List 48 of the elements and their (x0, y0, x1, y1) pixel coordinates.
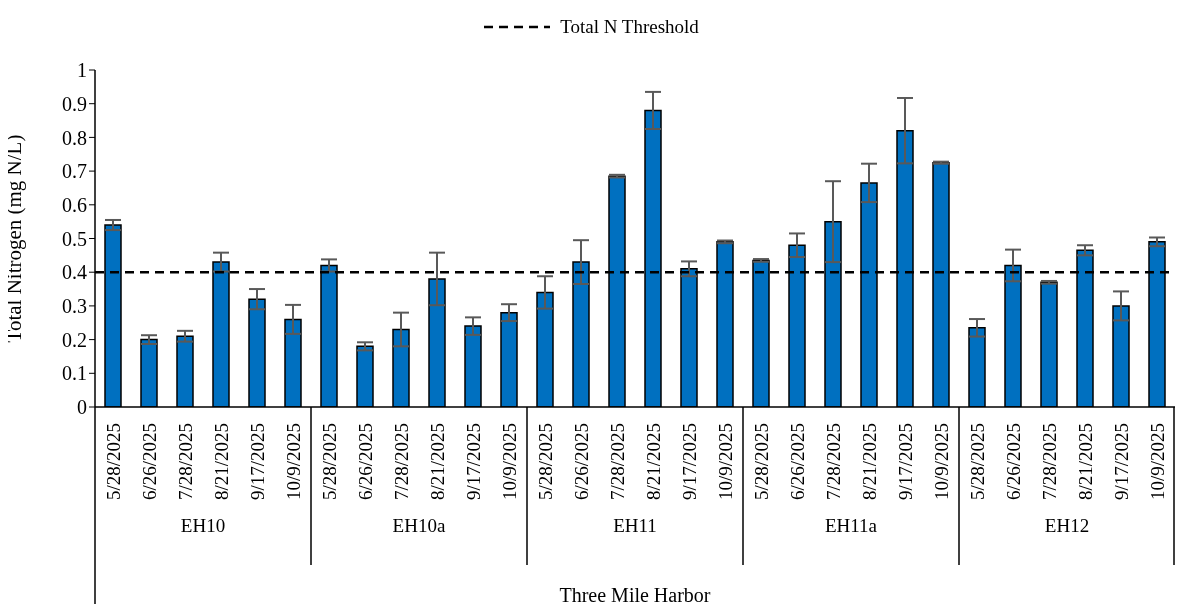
x-tick-label: 6/26/2025 (570, 423, 592, 501)
x-tick-label: 9/17/2025 (462, 423, 484, 501)
x-tick-label: 10/9/2025 (930, 423, 952, 501)
x-tick-label: 9/17/2025 (678, 423, 700, 501)
x-tick-label: 5/28/2025 (966, 423, 988, 501)
text: EH12 (1044, 515, 1090, 536)
x-tick-label: 8/21/2025 (1074, 423, 1096, 501)
x-tick-label: 6/26/2025 (138, 423, 160, 501)
x-tick-label: 5/28/2025 (102, 423, 124, 501)
x-tick-label: 6/26/2025 (1002, 423, 1024, 501)
y-tick-label: 0.1 (62, 362, 87, 385)
y-tick-label: 0 (77, 396, 87, 419)
x-tick-label: 8/21/2025 (210, 423, 232, 501)
x-tick-label: 7/28/2025 (606, 423, 628, 501)
x-tick-label: 6/26/2025 (786, 423, 808, 501)
x-tick-label: 8/21/2025 (426, 423, 448, 501)
x-tick-label: 9/17/2025 (1110, 423, 1132, 501)
legend-label: Total N Threshold (560, 16, 699, 38)
x-tick-label: 7/28/2025 (174, 423, 196, 501)
x-tick-label: 8/21/2025 (642, 423, 664, 501)
x-tick-label: 7/28/2025 (390, 423, 412, 501)
y-tick-label: 0.2 (62, 328, 87, 351)
y-tick-label: 1 (77, 59, 87, 82)
x-tick-label: 9/17/2025 (246, 423, 268, 501)
x-tick-label: 10/9/2025 (498, 423, 520, 501)
y-tick-label: 0.7 (62, 160, 87, 183)
y-tick-label: 0.3 (62, 295, 87, 317)
y-tick-label: 0.4 (62, 261, 87, 284)
x-tick-label: 10/9/2025 (1146, 423, 1168, 501)
y-tick-label: 0.8 (62, 126, 87, 149)
x-tick-label: 8/21/2025 (858, 423, 880, 501)
text: EH10a (392, 515, 446, 536)
x-tick-label: 10/9/2025 (282, 423, 304, 501)
x-tick-label: 5/28/2025 (534, 423, 556, 501)
text: EH11 (613, 515, 657, 536)
x-tick-label: 7/28/2025 (1038, 423, 1060, 501)
x-tick-label: 6/26/2025 (354, 423, 376, 501)
x-tick-label: 5/28/2025 (750, 423, 772, 501)
y-tick-label: 0.9 (62, 92, 87, 115)
x-tick-label: 5/28/2025 (318, 423, 340, 501)
y-tick-label: 0.5 (62, 227, 87, 250)
x-tick-label: 10/9/2025 (714, 423, 736, 501)
text: EH10 (180, 515, 226, 536)
x-axis-title: Three Mile Harbor (559, 584, 711, 604)
y-tick-label: 0.6 (62, 193, 87, 216)
x-tick-label: 7/28/2025 (822, 423, 844, 501)
text: EH11a (824, 515, 878, 536)
x-tick-label: 9/17/2025 (894, 423, 916, 501)
